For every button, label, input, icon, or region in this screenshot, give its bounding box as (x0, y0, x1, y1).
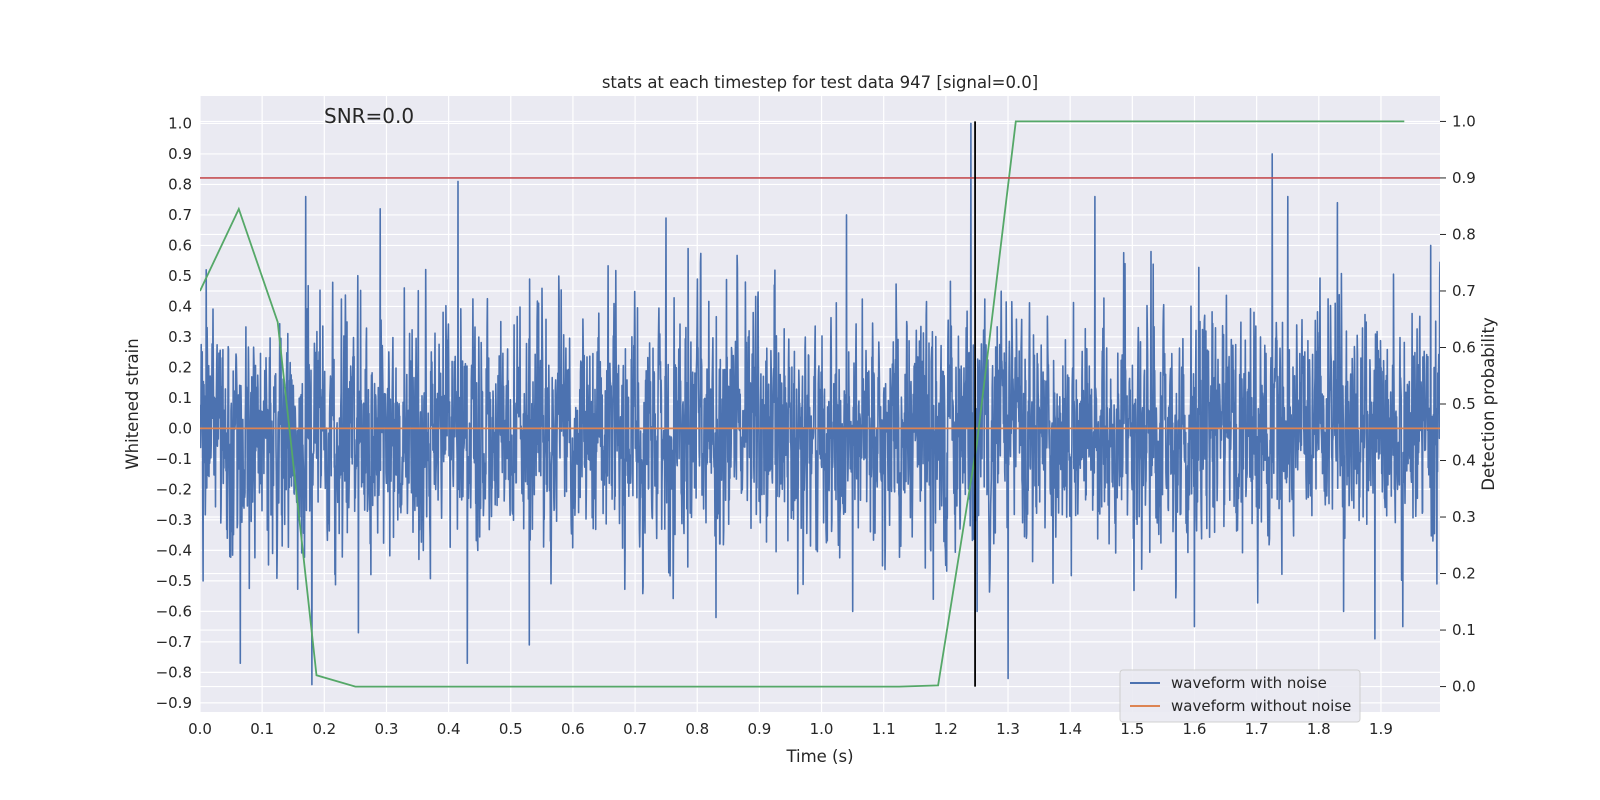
x-tick-label: 0.5 (499, 720, 523, 738)
waveform-with-noise-line (200, 122, 1440, 686)
x-tick-label: 1.5 (1120, 720, 1144, 738)
y-tick-label: 0.8 (168, 175, 192, 193)
y-tick-label: −0.5 (156, 572, 192, 590)
y2-tick-labels: 1.0 0.9 0.8 0.7 0.6 0.5 0.4 0.3 0.2 0.1 0.0 (1440, 112, 1476, 696)
x-tick-label: 0.9 (747, 720, 771, 738)
y-tick-label: −0.3 (156, 511, 192, 529)
y-tick-label: −0.1 (156, 450, 192, 468)
y-tick-label: 0.4 (168, 297, 192, 315)
x-tick-label: 1.1 (872, 720, 896, 738)
y-tick-label: −0.2 (156, 480, 192, 498)
y-tick-label: 0.0 (168, 419, 192, 437)
x-tick-labels: 0.0 0.1 0.2 0.3 0.4 0.5 0.6 0.7 0.8 0.9 1.0 1.1 1.2 1… (188, 720, 1393, 738)
x-tick-label: 0.8 (685, 720, 709, 738)
x-tick-label: 0.2 (312, 720, 336, 738)
y2-tick-label: 1.0 (1452, 112, 1476, 130)
x-tick-label: 0.7 (623, 720, 647, 738)
y2-tick-label: 0.0 (1452, 678, 1476, 696)
y-tick-labels: 1.0 0.9 0.8 0.7 0.6 0.5 0.4 0.3 0.2 0.1 0.0 −0.1 −0.… (156, 114, 192, 711)
x-tick-label: 1.7 (1245, 720, 1269, 738)
x-tick-label: 1.9 (1369, 720, 1393, 738)
legend: waveform with noise waveform without noi… (1119, 669, 1361, 723)
y2-tick-label: 0.4 (1452, 452, 1476, 470)
y2-tick-label: 0.6 (1452, 338, 1476, 356)
legend-label-noise: waveform with noise (1171, 674, 1327, 692)
y-tick-label: 1.0 (168, 114, 192, 132)
y-tick-label: 0.2 (168, 358, 192, 376)
y2-tick-label: 0.7 (1452, 282, 1476, 300)
y-tick-label: −0.6 (156, 602, 192, 620)
y2-tick-label: 0.3 (1452, 508, 1476, 526)
y2-axis-label: Detection probability (1479, 317, 1498, 491)
y-tick-label: −0.4 (156, 541, 192, 559)
y2-tick-label: 0.2 (1452, 565, 1476, 583)
y2-tick-label: 0.5 (1452, 395, 1476, 413)
x-tick-label: 1.0 (810, 720, 834, 738)
legend-label-clean: waveform without noise (1171, 697, 1351, 715)
x-tick-label: 1.2 (934, 720, 958, 738)
chart-title: stats at each timestep for test data 947… (602, 73, 1038, 92)
x-tick-label: 1.3 (996, 720, 1020, 738)
legend-box (1119, 669, 1361, 723)
x-tick-label: 1.6 (1183, 720, 1207, 738)
y2-tick-label: 0.1 (1452, 621, 1476, 639)
x-tick-label: 1.4 (1058, 720, 1082, 738)
y-axis-label: Whitened strain (123, 338, 142, 469)
x-tick-label: 0.4 (437, 720, 461, 738)
series-layer (200, 120, 1440, 688)
y-tick-label: 0.9 (168, 145, 192, 163)
y-tick-label: 0.3 (168, 328, 192, 346)
y2-tick-label: 0.8 (1452, 225, 1476, 243)
y-tick-label: −0.9 (156, 694, 192, 712)
y-tick-label: 0.6 (168, 236, 192, 254)
x-tick-label: 0.0 (188, 720, 212, 738)
snr-annotation: SNR=0.0 (324, 104, 414, 128)
x-tick-label: 0.1 (250, 720, 274, 738)
y-tick-label: −0.8 (156, 663, 192, 681)
y-tick-label: 0.5 (168, 267, 192, 285)
y-tick-label: 0.7 (168, 206, 192, 224)
y2-tick-label: 0.9 (1452, 169, 1476, 187)
y-tick-label: −0.7 (156, 633, 192, 651)
detection-probability-line (200, 120, 1405, 688)
x-axis-label: Time (s) (785, 747, 853, 766)
y-tick-label: 0.1 (168, 389, 192, 407)
x-tick-label: 1.8 (1307, 720, 1331, 738)
x-tick-label: 0.6 (561, 720, 585, 738)
x-tick-label: 0.3 (375, 720, 399, 738)
